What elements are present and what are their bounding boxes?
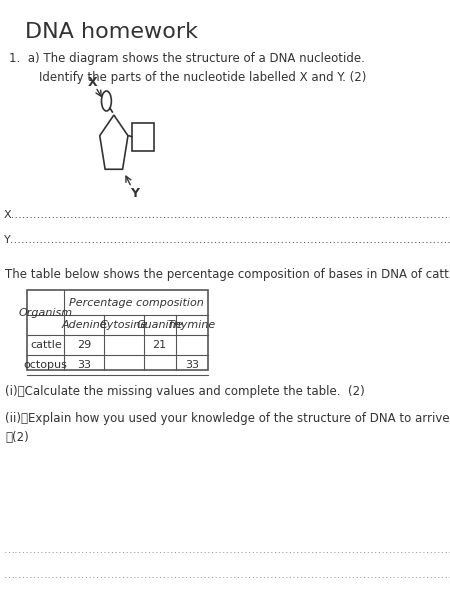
Text: cattle: cattle (30, 340, 62, 350)
Text: (ii)	Explain how you used your knowledge of the structure of DNA to arrive at yo: (ii) Explain how you used your knowledge… (5, 412, 450, 444)
Text: ……………………………………………………………………………………………………………………………………: …………………………………………………………………………………………………………… (4, 545, 450, 555)
Text: 29: 29 (77, 340, 91, 350)
Text: Cytosine: Cytosine (99, 320, 148, 330)
Text: Y: Y (130, 187, 139, 200)
Text: 21: 21 (153, 340, 166, 350)
Text: Adenine: Adenine (61, 320, 107, 330)
Text: X: X (88, 76, 97, 89)
Text: X……………………………………………………………………………………………………………………: X………………………………………………………………………………………………………… (4, 210, 450, 220)
Text: Guanine: Guanine (136, 320, 183, 330)
Text: ……………………………………………………………………………………………………………………………………: …………………………………………………………………………………………………………… (4, 570, 450, 580)
Text: Percentage composition: Percentage composition (69, 298, 203, 307)
Text: Thymine: Thymine (168, 320, 216, 330)
Bar (27, 290, 208, 370)
Text: (i)	Calculate the missing values and complete the table.  (2): (i) Calculate the missing values and com… (5, 385, 364, 398)
Text: octopus: octopus (24, 360, 68, 370)
Text: Organism: Organism (19, 307, 73, 317)
Text: The table below shows the percentage composition of bases in DNA of cattle and o: The table below shows the percentage com… (5, 268, 450, 281)
Text: Y……………………………………………………………………………………………………………………: Y………………………………………………………………………………………………………… (4, 235, 450, 245)
Text: 1.  a) The diagram shows the structure of a DNA nucleotide.
        Identify the: 1. a) The diagram shows the structure of… (9, 52, 366, 84)
Text: 33: 33 (77, 360, 91, 370)
Text: 33: 33 (185, 360, 199, 370)
Text: DNA homework: DNA homework (25, 22, 198, 42)
